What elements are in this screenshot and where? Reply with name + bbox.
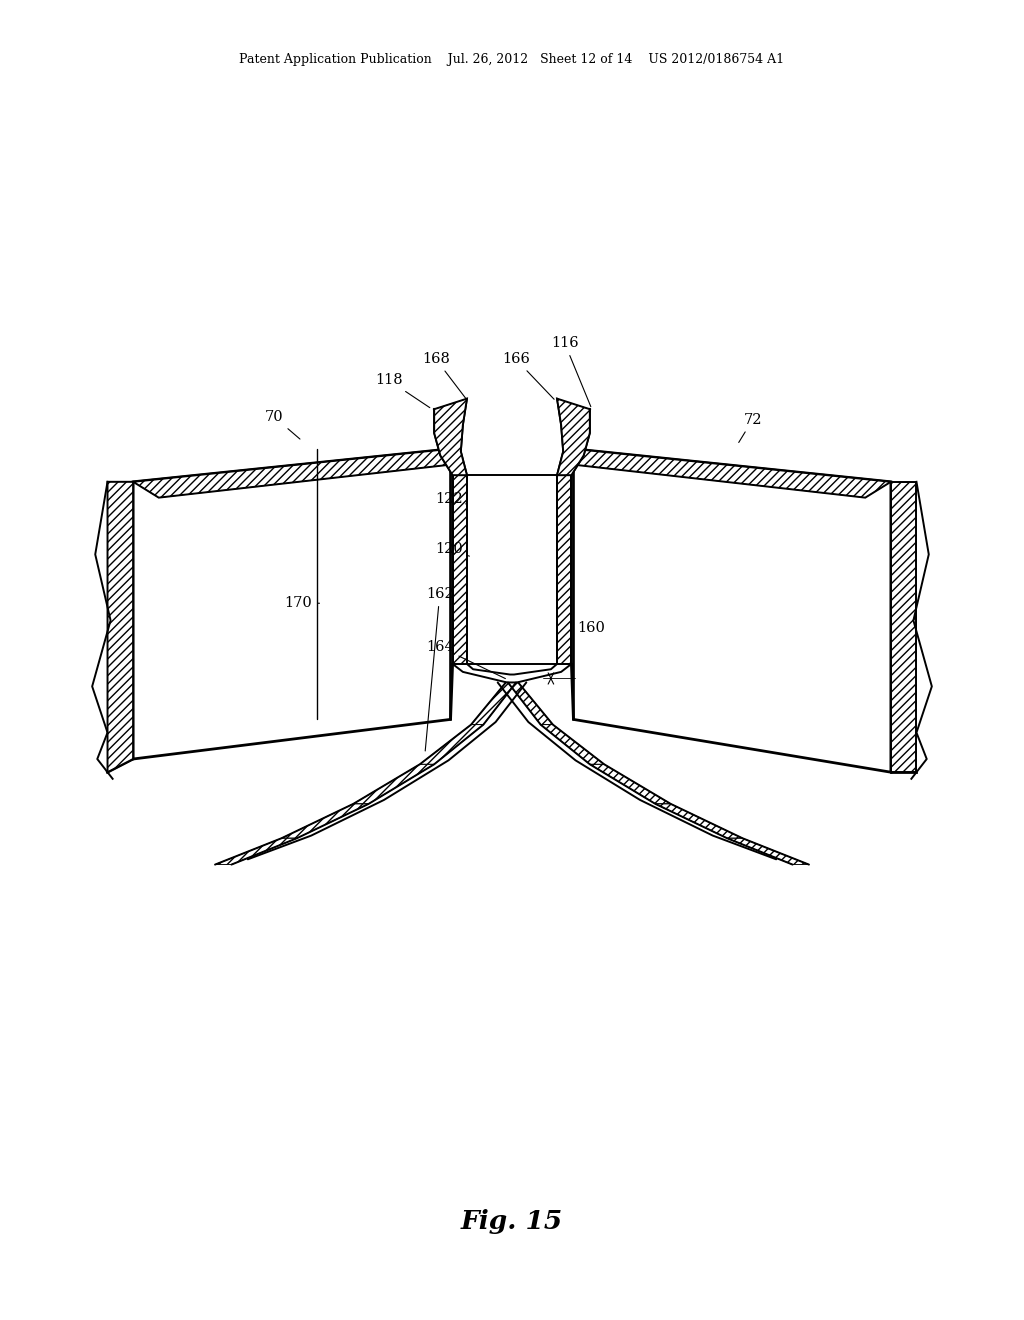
Polygon shape <box>508 682 553 725</box>
Text: 118: 118 <box>375 374 430 408</box>
Text: 116: 116 <box>551 337 591 407</box>
Polygon shape <box>891 482 916 772</box>
Polygon shape <box>420 725 483 764</box>
Text: Fig. 15: Fig. 15 <box>461 1209 563 1233</box>
Polygon shape <box>133 449 451 498</box>
Text: 160: 160 <box>578 622 605 635</box>
Polygon shape <box>133 449 451 759</box>
Polygon shape <box>471 682 516 725</box>
Text: 166: 166 <box>502 352 554 399</box>
Polygon shape <box>108 482 133 772</box>
Text: 162: 162 <box>425 587 454 751</box>
Polygon shape <box>453 475 467 664</box>
Text: 72: 72 <box>738 413 762 442</box>
Polygon shape <box>557 475 571 664</box>
Polygon shape <box>282 804 369 838</box>
Text: 164: 164 <box>426 640 506 678</box>
Text: 170: 170 <box>285 597 319 610</box>
Text: 168: 168 <box>422 352 466 399</box>
Polygon shape <box>590 764 671 804</box>
Text: 122: 122 <box>435 492 467 506</box>
Polygon shape <box>434 399 467 475</box>
Polygon shape <box>573 449 891 772</box>
Polygon shape <box>541 725 604 764</box>
Text: Patent Application Publication    Jul. 26, 2012   Sheet 12 of 14    US 2012/0186: Patent Application Publication Jul. 26, … <box>240 53 784 66</box>
Polygon shape <box>453 475 571 664</box>
Text: 70: 70 <box>265 411 300 440</box>
Polygon shape <box>655 804 742 838</box>
Polygon shape <box>215 838 297 865</box>
Text: 120: 120 <box>435 543 469 556</box>
Polygon shape <box>727 838 809 865</box>
Polygon shape <box>557 399 590 475</box>
Polygon shape <box>573 449 891 498</box>
Polygon shape <box>353 764 434 804</box>
